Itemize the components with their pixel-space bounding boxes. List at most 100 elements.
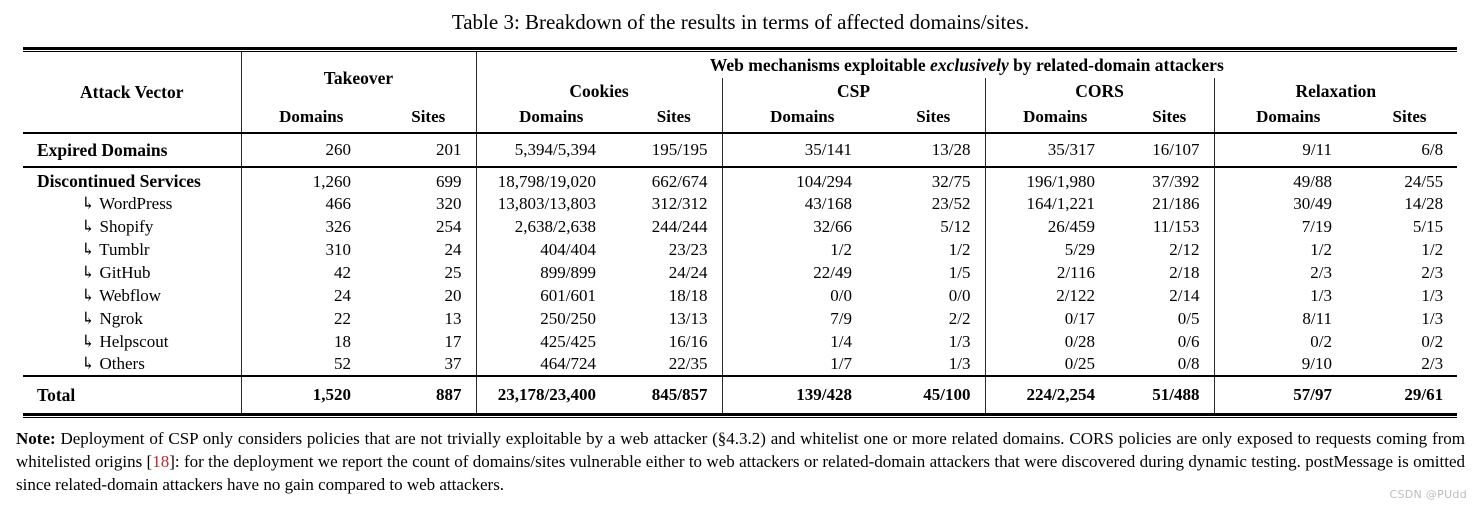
table-cell: 24: [240, 284, 381, 307]
table-cell: 23/52: [931, 193, 971, 213]
table-cell: 21/186: [1152, 193, 1200, 213]
table-cell: 195/195: [651, 140, 708, 159]
table-cell: 1/2: [1213, 238, 1363, 261]
row-label: ↳ Ngrok: [81, 308, 143, 328]
table-cell: 1/2: [1421, 239, 1444, 259]
table-cell: 5/29: [984, 238, 1126, 261]
table-cell: 425/425: [475, 330, 627, 353]
table-cell: 326: [240, 215, 381, 238]
table-cell: 45/100: [923, 385, 971, 404]
top-rule-thick: [23, 47, 1457, 50]
column-group-relaxation: Relaxation: [1213, 78, 1458, 105]
table-cell: 164/1,221: [984, 192, 1126, 215]
table-cell: 23/23: [668, 239, 708, 259]
table-cell: 22/49: [721, 261, 883, 284]
table-cell: 0/0: [721, 284, 883, 307]
subheader-cors-domains: Domains: [984, 105, 1126, 133]
row-label: ↳ Webflow: [81, 285, 162, 305]
table-cell: 57/97: [1213, 376, 1363, 413]
table-cell: 51/488: [1152, 385, 1200, 404]
table-cell: 29/61: [1404, 385, 1444, 404]
table-row: ↳ Helpscout 18 17 425/425 16/16 1/4 1/3 0/28 0/6…: [23, 330, 1457, 353]
table-cell: 49/88: [1213, 167, 1363, 192]
table-cell: 250/250: [475, 307, 627, 330]
subheader-cookies-sites: Sites: [656, 107, 691, 126]
subheader-takeover-sites: Sites: [411, 107, 446, 126]
table-cell: 1/3: [1421, 308, 1444, 328]
table-cell: 30/49: [1213, 192, 1363, 215]
table-cell: 1/3: [1421, 285, 1444, 305]
table-cell: 0/2: [1213, 330, 1363, 353]
table-cell: 18/18: [668, 285, 708, 305]
column-header-attack-vector: Attack Vector: [79, 81, 184, 102]
table-cell: 312/312: [651, 193, 708, 213]
table-cell: 2/116: [984, 261, 1126, 284]
table-cell: 845/857: [651, 385, 708, 404]
table-row: ↳ WordPress 466 320 13,803/13,803 312/312 43/…: [23, 192, 1457, 215]
table-cell: 5/12: [940, 216, 971, 236]
table-cell: 52: [240, 353, 381, 376]
row-label: ↳ Helpscout: [81, 331, 169, 351]
table-cell: 1/2: [948, 239, 971, 259]
note-text-after-citation: ]: for the deployment we report the coun…: [16, 452, 1466, 494]
table-cell: 9/11: [1213, 133, 1363, 167]
table-cell: 887: [436, 385, 462, 404]
page-title: Table 3: Breakdown of the results in ter…: [451, 10, 1030, 34]
section-expired-domains: Expired Domains 260 201 5,394/5,394 195/195 3…: [23, 133, 1458, 167]
table-cell: 1/3: [948, 354, 971, 373]
table-cell: 0/0: [948, 285, 971, 305]
table-cell: 22: [240, 307, 381, 330]
table-cell: 18: [240, 330, 381, 353]
subheader-csp-sites: Sites: [916, 107, 951, 126]
table-cell: 1/3: [1213, 284, 1363, 307]
table-cell: 23,178/23,400: [475, 376, 627, 413]
table-row: ↳ Others 52 37 464/724 22/35 1/7 1/3 0/25 0/8 9/1…: [23, 353, 1457, 376]
row-label: ↳ Others: [81, 354, 145, 373]
header-row-1: Attack Vector Takeover Web mechanisms ex…: [23, 52, 1458, 105]
table-cell: 17: [444, 331, 462, 351]
header-row-2: Cookies CSP CORS Relaxation: [23, 78, 1458, 105]
column-group-web-mechanisms: Web mechanisms exploitable exclusively b…: [475, 52, 1458, 78]
table-cell: 699: [436, 171, 462, 191]
table-cell: 14/28: [1404, 193, 1444, 213]
row-label: Expired Domains: [37, 139, 168, 160]
table-cell: 9/10: [1213, 353, 1363, 376]
table-cell: 42: [240, 261, 381, 284]
table-cell: 254: [436, 216, 462, 236]
table-cell: 18,798/19,020: [475, 167, 627, 192]
table-cell: 5,394/5,394: [475, 133, 627, 167]
footnote: Note: Deployment of CSP only considers p…: [16, 427, 1465, 496]
note-text-before-citation: Deployment of CSP only considers policie…: [16, 429, 1465, 471]
header-row-3: Domains Sites Domains Sites Domains Site…: [23, 105, 1457, 133]
table-cell: 32/75: [931, 171, 971, 191]
table-cell: 35/317: [984, 133, 1126, 167]
row-label: Total: [37, 384, 76, 405]
top-rule-thin: [23, 51, 1457, 52]
table-cell: 2/18: [1169, 262, 1200, 282]
citation-ref-18[interactable]: 18: [152, 452, 170, 471]
table-cell: 8/11: [1213, 307, 1363, 330]
table-cell: 11/153: [1152, 216, 1200, 236]
table-cell: 13/28: [931, 140, 971, 159]
table-cell: 601/601: [475, 284, 627, 307]
table-cell: 0/25: [984, 353, 1126, 376]
table-cell: 1/7: [721, 353, 883, 376]
table-cell: 13,803/13,803: [475, 192, 627, 215]
table-cell: 404/404: [475, 238, 627, 261]
results-table: Attack Vector Takeover Web mechanisms ex…: [23, 52, 1458, 413]
table-cell: 2/3: [1421, 354, 1444, 373]
section-total: Total 1,520 887 23,178/23,400 845/857 139/428…: [23, 376, 1458, 413]
subheader-relaxation-sites: Sites: [1392, 107, 1427, 126]
table-cell: 0/28: [984, 330, 1126, 353]
table-cell: 260: [240, 133, 381, 167]
table-cell: 1,260: [240, 167, 381, 192]
table-cell: 37/392: [1152, 171, 1200, 191]
table-cell: 24/55: [1404, 171, 1444, 191]
table-cell: 7/19: [1213, 215, 1363, 238]
table-cell: 6/8: [1421, 140, 1444, 159]
bottom-rule-thin: [23, 417, 1457, 418]
table-cell: 16/16: [668, 331, 708, 351]
table-row: ↳ Shopify 326 254 2,638/2,638 244/244 32/66 5/…: [23, 215, 1457, 238]
table-row: Total 1,520 887 23,178/23,400 845/857 139/428…: [23, 376, 1457, 413]
table-cell: 2/2: [948, 308, 971, 328]
